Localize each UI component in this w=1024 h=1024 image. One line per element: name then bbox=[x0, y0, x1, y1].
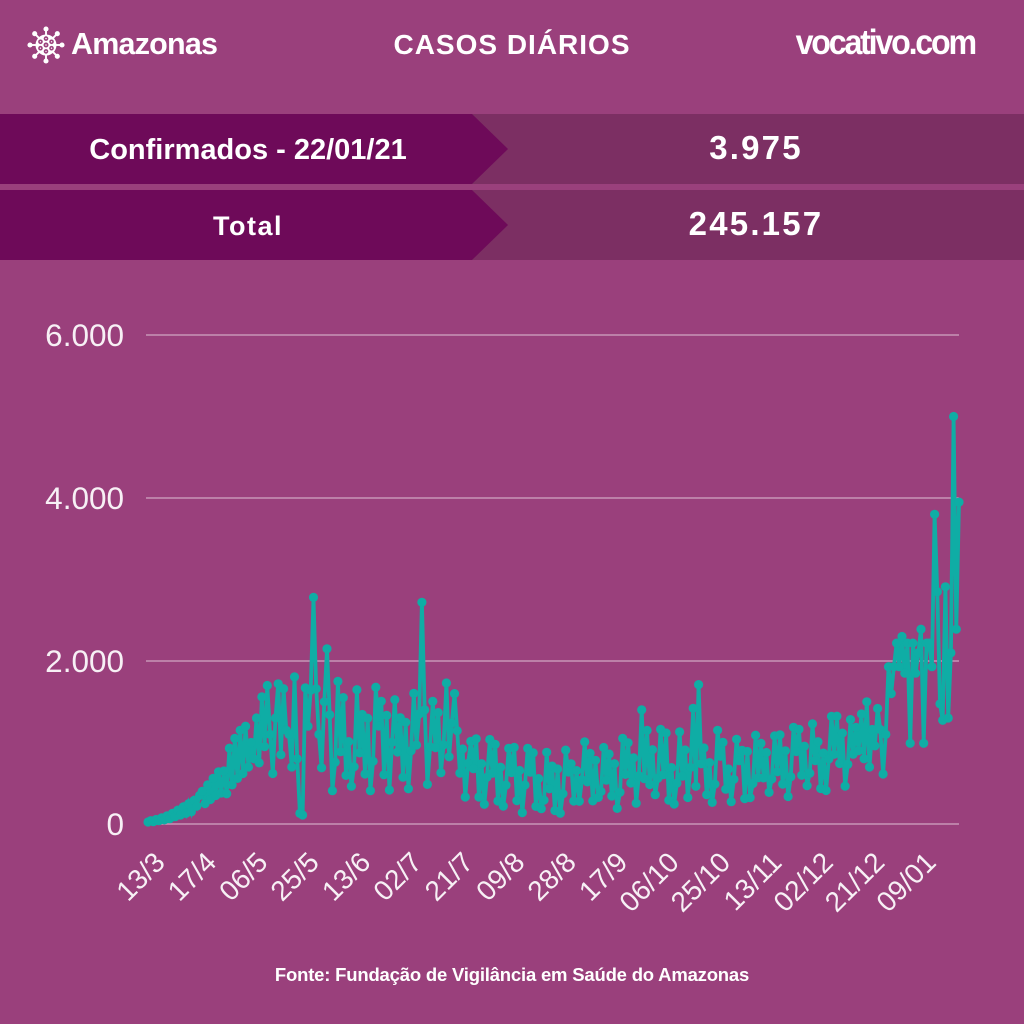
svg-text:25/10: 25/10 bbox=[665, 846, 736, 917]
svg-text:21/12: 21/12 bbox=[819, 846, 890, 917]
svg-text:06/5: 06/5 bbox=[213, 846, 273, 906]
svg-text:0: 0 bbox=[106, 806, 124, 842]
svg-text:06/10: 06/10 bbox=[613, 846, 684, 917]
svg-text:02/12: 02/12 bbox=[767, 846, 838, 917]
svg-text:28/8: 28/8 bbox=[521, 846, 581, 906]
svg-text:2.000: 2.000 bbox=[45, 643, 124, 679]
svg-text:09/01: 09/01 bbox=[870, 846, 941, 917]
svg-text:4.000: 4.000 bbox=[45, 480, 124, 516]
svg-text:02/7: 02/7 bbox=[367, 846, 427, 906]
svg-text:25/5: 25/5 bbox=[264, 846, 324, 906]
svg-text:6.000: 6.000 bbox=[45, 317, 124, 353]
svg-text:13/6: 13/6 bbox=[316, 846, 376, 906]
svg-text:17/4: 17/4 bbox=[162, 846, 222, 906]
svg-text:09/8: 09/8 bbox=[470, 846, 530, 906]
svg-text:13/3: 13/3 bbox=[110, 846, 170, 906]
svg-text:21/7: 21/7 bbox=[419, 846, 479, 906]
